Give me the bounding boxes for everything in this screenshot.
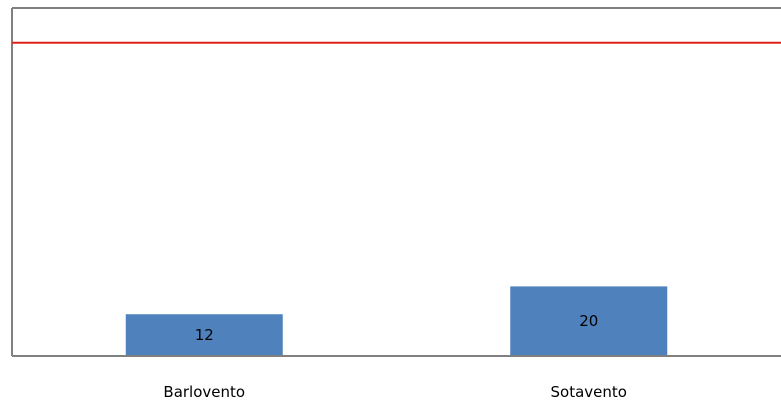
bar-sotavento	[510, 286, 668, 356]
bar-barlovento	[125, 314, 283, 356]
data-label-barlovento: 12	[195, 326, 214, 344]
data-label-sotavento: 20	[579, 312, 598, 330]
category-labels: Barlovento Sotavento	[163, 383, 627, 401]
category-label-sotavento: Sotavento	[551, 383, 627, 401]
category-label-barlovento: Barlovento	[163, 383, 245, 401]
plot-area: 12 20	[11, 7, 781, 357]
